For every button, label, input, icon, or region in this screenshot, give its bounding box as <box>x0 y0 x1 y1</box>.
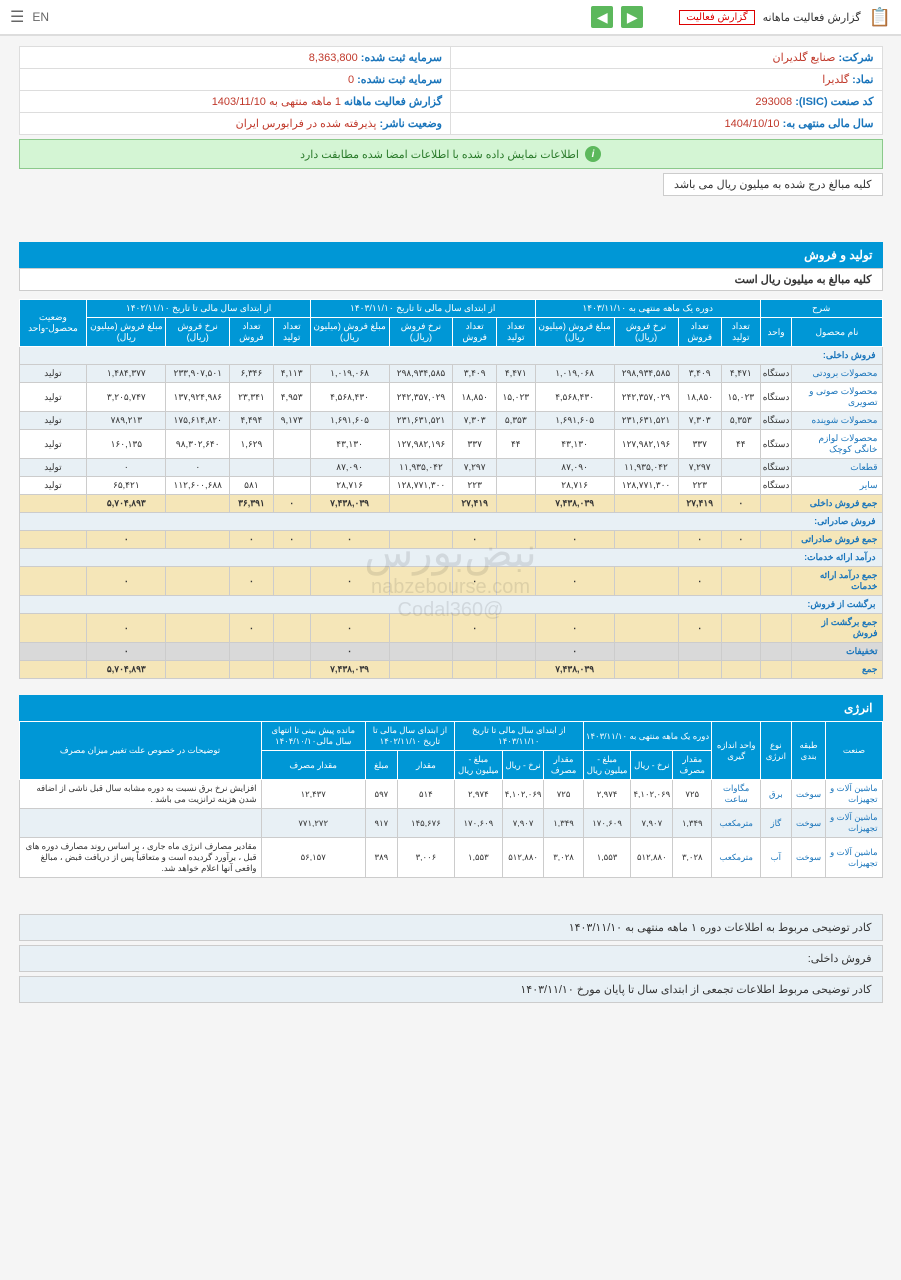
report-badge: گزارش فعالیت <box>679 10 754 25</box>
energy-table: صنعت طبقه بندی نوع انرژی واحد اندازه گیر… <box>19 721 883 878</box>
production-sales-table: شرح دوره یک ماهه منتهی به ۱۴۰۳/۱۱/۱۰ از … <box>19 299 883 679</box>
topbar-title: گزارش فعالیت ماهانه <box>763 11 861 24</box>
company-info-table: شرکت: صنایع گلدیران سرمایه ثبت شده: 8,36… <box>19 46 883 135</box>
section-production-sales: تولید و فروش <box>19 242 883 268</box>
nav-prev-button[interactable]: ◀ <box>591 6 613 28</box>
lang-toggle[interactable]: EN <box>32 10 49 24</box>
section-energy: انرژی <box>19 695 883 721</box>
verification-banner: i اطلاعات نمایش داده شده با اطلاعات امضا… <box>19 139 883 169</box>
topbar: 📋 گزارش فعالیت ماهانه گزارش فعالیت ▶ ◀ E… <box>0 0 901 36</box>
section-sub: کلیه مبالغ به میلیون ریال است <box>19 268 883 291</box>
report-icon: 📋 <box>869 7 891 28</box>
footer-note-3: کادر توضیحی مربوط اطلاعات تجمعی از ابتدا… <box>19 976 883 1003</box>
nav-next-button[interactable]: ▶ <box>621 6 643 28</box>
footer-note-2: فروش داخلی: <box>19 945 883 972</box>
menu-icon[interactable]: ☰ <box>10 7 24 27</box>
footer-note-1: کادر توضیحی مربوط به اطلاعات دوره ۱ ماهه… <box>19 914 883 941</box>
info-icon: i <box>585 146 601 162</box>
currency-note: کلیه مبالغ درج شده به میلیون ریال می باش… <box>663 173 882 196</box>
